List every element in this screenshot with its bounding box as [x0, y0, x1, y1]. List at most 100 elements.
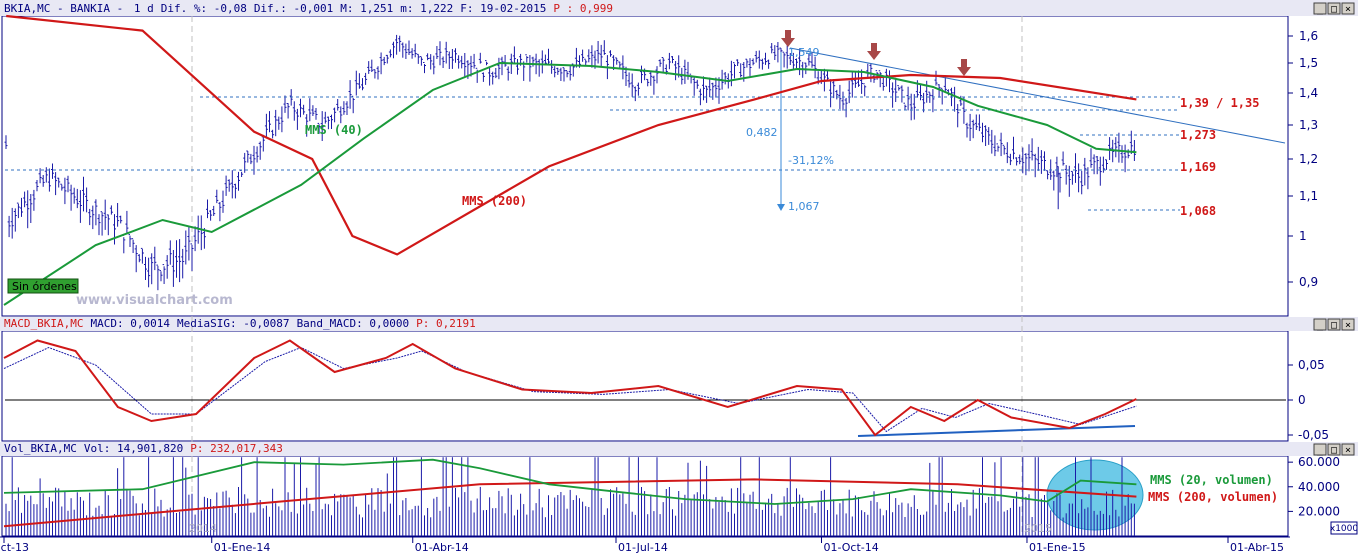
vol-minimize-button[interactable] — [1313, 443, 1327, 456]
volume-title-vol: Vol: 14,901,820 — [84, 442, 183, 455]
close-icon: × — [1345, 4, 1351, 15]
measure-arrow-icon — [777, 204, 785, 211]
price-axis-tick-label: 1 — [1299, 229, 1307, 243]
year-2015-label: 2015 — [1024, 522, 1052, 535]
close-button[interactable] — [1341, 2, 1355, 15]
volume-title-name: Vol_BKIA,MC — [4, 442, 77, 455]
macd-minimize-icon: _ — [1317, 320, 1324, 331]
price-title-dif-pct: Dif. %: -0,08 — [161, 2, 247, 15]
price-title-symbol: BKIA,MC - BANKIA - — [4, 2, 130, 15]
mms200-label: MMS (200) — [462, 194, 527, 208]
macd-title-band: Band_MACD: 0,0000 — [297, 317, 410, 330]
measure-top-label: 1,549 — [788, 46, 820, 59]
date-axis-tick-label: 01-Oct-14 — [823, 541, 878, 554]
macd-signal-line — [3, 346, 1137, 433]
macd-axis: 0,05 0 -0,05 — [1288, 358, 1329, 442]
volume-axis-tick-label: 20.000 — [1298, 504, 1340, 518]
level-lines — [5, 96, 1180, 211]
minimize-icon: _ — [1317, 4, 1324, 15]
macd-title: MACD_BKIA,MC MACD: 0,0014 MediaSIG: -0,008… — [4, 317, 476, 330]
macd-axis-tick-label: 0 — [1298, 393, 1306, 407]
macd-close-icon: × — [1345, 320, 1351, 331]
mms40-line — [3, 61, 1137, 306]
vol-close-icon: × — [1345, 445, 1351, 456]
down-arrow-icon — [867, 43, 881, 60]
maximize-button[interactable] — [1327, 2, 1341, 15]
price-axis-tick-label: 0,9 — [1299, 275, 1318, 289]
price-axis-tick-label: 1,6 — [1299, 29, 1318, 43]
vol-mms20-line — [3, 458, 1137, 505]
vol-minimize-icon: _ — [1317, 445, 1324, 456]
measure-bottom-label: 1,067 — [788, 200, 820, 213]
volume-axis: 60.000 40.000 20.000 — [1288, 455, 1340, 518]
macd-close-button[interactable] — [1341, 318, 1355, 331]
date-axis-tick-label: Oct-13 — [0, 541, 29, 554]
volume-title-p: P: 232,017,343 — [190, 442, 283, 455]
maximize-icon: □ — [1331, 4, 1337, 15]
macd-title-name: MACD_BKIA,MC — [4, 317, 83, 330]
measure-pct-label: -31,12% — [788, 154, 834, 167]
macd-window-buttons: _ □ × — [1313, 318, 1355, 331]
volume-bars-overlay — [1050, 457, 1135, 536]
vol-mms200-label: MMS (200, volumen) — [1148, 490, 1278, 504]
date-axis-tick-label: 01-Abr-15 — [1230, 541, 1284, 554]
volume-axis-tick-label: 60.000 — [1298, 455, 1340, 469]
minimize-button[interactable] — [1313, 2, 1327, 15]
vol-mms200-line — [3, 478, 1137, 528]
volume-highlight-ellipse — [1046, 459, 1144, 531]
macd-minimize-button[interactable] — [1313, 318, 1327, 331]
volume-axis-tick-label: 40.000 — [1298, 480, 1340, 494]
down-arrow-icon — [957, 59, 971, 76]
measure-delta-label: 0,482 — [746, 126, 778, 139]
level-label-139: 1,39 / 1,35 — [1180, 96, 1259, 110]
price-axis-tick-label: 1,3 — [1299, 118, 1318, 132]
price-title-p: P : 0,999 — [553, 2, 613, 15]
level-label-1068: 1,068 — [1180, 204, 1216, 218]
price-title-bar — [0, 0, 1358, 16]
price-title-f: F: 19-02-2015 — [460, 2, 546, 15]
volume-title-bar — [0, 442, 1358, 456]
mms200-line — [6, 14, 1137, 256]
watermark: www.visualchart.com — [76, 293, 233, 308]
price-axis-tick-label: 1,2 — [1299, 152, 1318, 166]
vol-maximize-icon: □ — [1331, 445, 1337, 456]
date-axis-tick-label: 01-Abr-14 — [415, 541, 469, 554]
macd-trendline — [857, 425, 1136, 437]
date-axis-tick-label: 01-Ene-15 — [1029, 541, 1086, 554]
sin-ordenes-badge[interactable] — [7, 278, 79, 294]
macd-title-p: P: 0,2191 — [416, 317, 476, 330]
volume-bars — [5, 457, 1049, 536]
top-arrows — [781, 30, 971, 76]
macd-axis-tick-label: -0,05 — [1298, 428, 1329, 442]
price-axis: 1,6 1,5 1,4 1,3 1,2 1,1 1 0,9 — [1288, 29, 1318, 289]
macd-axis-tick-label: 0,05 — [1298, 358, 1325, 372]
date-axis: Oct-13 01-Ene-14 01-Abr-14 01-Jul-14 01-Oct-… — [0, 537, 1284, 554]
price-title: BKIA,MC - BANKIA - 1 d Dif. %: -0,08 Dif.:… — [4, 2, 613, 15]
macd-maximize-icon: □ — [1331, 320, 1337, 331]
downtrend-line — [789, 47, 1286, 144]
year-2014-label: 2014 — [189, 522, 217, 535]
macd-maximize-button[interactable] — [1327, 318, 1341, 331]
measure-tool: 1,549 0,482 -31,12% 1,067 — [746, 46, 834, 213]
volume-window-buttons: _ □ × — [1313, 443, 1355, 456]
price-window-buttons: _ □ × — [1313, 2, 1355, 15]
price-title-m2: m: 1,222 — [400, 2, 453, 15]
vol-unit-box — [1330, 521, 1358, 535]
down-arrow-icon — [781, 30, 795, 47]
price-title-dif: Dif.: -0,001 — [254, 2, 333, 15]
vol-maximize-button[interactable] — [1327, 443, 1341, 456]
vol-close-button[interactable] — [1341, 443, 1355, 456]
price-title-m: M: 1,251 — [340, 2, 393, 15]
level-label-1169: 1,169 — [1180, 160, 1216, 174]
macd-title-sig: MediaSIG: -0,0087 — [177, 317, 290, 330]
sin-ordenes-label: Sin órdenes — [12, 280, 77, 293]
macd-line — [3, 339, 1137, 437]
vol-unit-label: x1000 — [1330, 524, 1358, 534]
macd-title-bar — [0, 317, 1358, 331]
date-axis-tick-label: 01-Jul-14 — [618, 541, 668, 554]
price-axis-tick-label: 1,5 — [1299, 56, 1318, 70]
macd-title-macd: MACD: 0,0014 — [90, 317, 170, 330]
volume-title: Vol_BKIA,MC Vol: 14,901,820 P: 232,017,343 — [4, 442, 283, 455]
price-title-period: 1 d — [134, 2, 154, 15]
